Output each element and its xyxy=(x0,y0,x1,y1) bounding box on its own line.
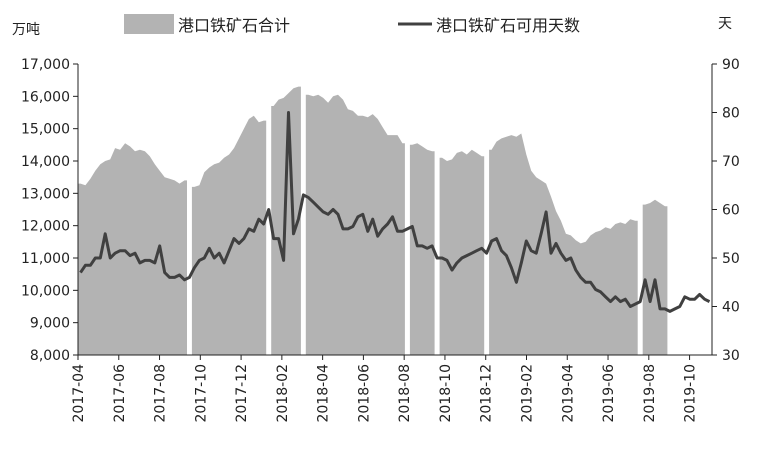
right-tick-label: 50 xyxy=(722,251,740,267)
x-tick-label: 2018-02 xyxy=(275,364,291,423)
left-tick-label: 12,000 xyxy=(21,219,70,235)
right-tick-label: 80 xyxy=(722,106,740,122)
left-tick-label: 14,000 xyxy=(21,154,70,170)
area-segment-6 xyxy=(489,133,638,355)
right-tick-label: 70 xyxy=(722,154,740,170)
x-tick-label: 2018-08 xyxy=(397,364,413,423)
x-tick-label: 2017-10 xyxy=(193,364,209,423)
left-tick-label: 15,000 xyxy=(21,122,70,138)
left-tick-label: 9,000 xyxy=(30,316,70,332)
left-tick-label: 17,000 xyxy=(21,57,70,73)
right-axis-unit: 天 xyxy=(718,16,732,32)
left-axis-unit: 万吨 xyxy=(12,22,40,38)
legend-label-area: 港口铁矿石合计 xyxy=(178,16,290,35)
x-tick-label: 2019-08 xyxy=(642,364,658,423)
x-tick-label: 2019-02 xyxy=(519,364,535,423)
left-tick-label: 10,000 xyxy=(21,283,70,299)
x-tick-label: 2019-10 xyxy=(683,364,699,423)
x-tick-label: 2017-04 xyxy=(71,364,87,423)
area-segment-5 xyxy=(439,149,485,355)
area-segment-0 xyxy=(78,143,187,355)
x-tick-label: 2018-10 xyxy=(438,364,454,423)
x-tick-label: 2018-06 xyxy=(356,364,372,423)
line-series-available-days xyxy=(79,111,711,313)
line-series-group xyxy=(79,111,711,313)
right-tick-label: 60 xyxy=(722,203,740,219)
legend-label-line: 港口铁矿石可用天数 xyxy=(436,16,580,35)
right-tick-label: 40 xyxy=(722,300,740,316)
axes-group: 8,000 9,000 10,000 11,000 12,000 13,000 14,000… xyxy=(21,57,740,423)
x-tick-label: 2018-04 xyxy=(316,364,332,423)
legend: 港口铁矿石合计 港口铁矿石可用天数 xyxy=(124,14,580,35)
left-tick-label: 13,000 xyxy=(21,186,70,202)
x-tick-label: 2018-12 xyxy=(479,364,495,423)
x-tick-label: 2019-06 xyxy=(601,364,617,423)
left-tick-label: 16,000 xyxy=(21,89,70,105)
right-tick-label: 30 xyxy=(722,348,740,364)
right-tick-label: 90 xyxy=(722,57,740,73)
legend-swatch-area xyxy=(124,14,174,34)
area-segment-4 xyxy=(409,143,435,355)
x-tick-label: 2017-12 xyxy=(234,364,250,423)
x-tick-label: 2019-04 xyxy=(560,364,576,423)
x-tick-label: 2017-08 xyxy=(153,364,169,423)
area-segment-7 xyxy=(642,199,668,355)
area-segment-1 xyxy=(191,115,267,355)
left-tick-label: 11,000 xyxy=(21,251,70,267)
left-tick-label: 8,000 xyxy=(30,348,70,364)
x-tick-label: 2017-06 xyxy=(112,364,128,423)
